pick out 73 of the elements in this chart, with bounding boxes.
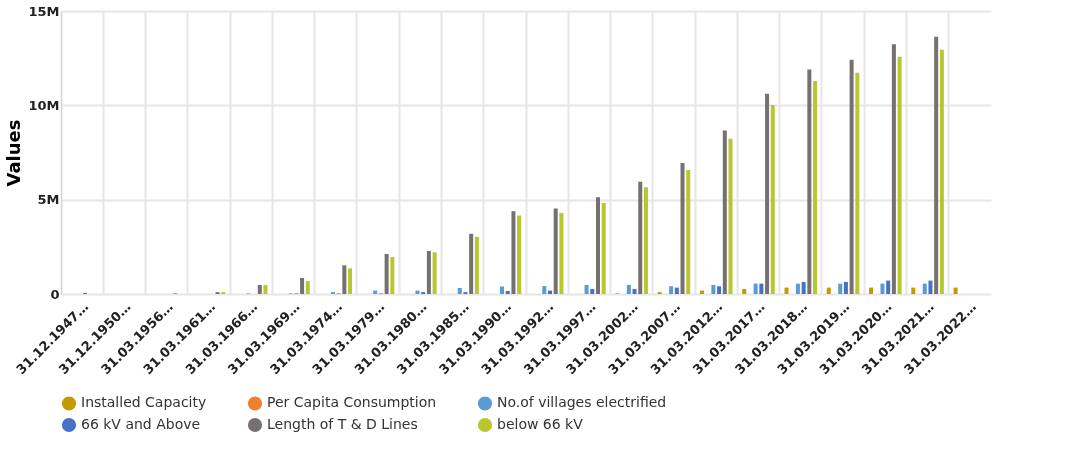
bar [939, 49, 944, 294]
y-tick-label: 15M [28, 3, 60, 19]
bar [922, 283, 927, 294]
bar [305, 280, 310, 294]
bar [457, 287, 462, 294]
bar [869, 287, 874, 294]
bar [717, 286, 722, 294]
legend-label: Per Capita Consumption [267, 394, 437, 411]
bar [911, 287, 916, 294]
legend-label: No.of villages electrified [497, 394, 667, 411]
bar [928, 280, 933, 294]
legend-label: Length of T & D Lines [267, 416, 418, 432]
bar [390, 257, 395, 294]
y-tick-label: 5M [37, 192, 60, 208]
bar [897, 56, 902, 294]
bar [263, 284, 268, 294]
bar [632, 288, 637, 294]
bar [742, 288, 747, 294]
y-tick-label: 10M [28, 97, 60, 113]
bar [469, 233, 474, 294]
bar [801, 281, 806, 294]
bar [542, 286, 547, 294]
bar [765, 93, 770, 294]
bar [722, 130, 727, 294]
bar [511, 211, 516, 294]
bar [517, 215, 522, 294]
y-tick-label: 0 [50, 286, 60, 302]
bar [843, 281, 848, 294]
bar [348, 268, 353, 294]
bar [432, 252, 437, 294]
bar [813, 81, 818, 294]
bar [934, 36, 939, 294]
bar [886, 280, 891, 294]
legend-label: Installed Capacity [81, 394, 207, 411]
bar [669, 286, 674, 294]
bar [584, 284, 589, 294]
bar [838, 283, 843, 294]
bar [807, 69, 812, 294]
bar [728, 138, 733, 294]
bar [849, 59, 854, 294]
bar [674, 287, 679, 294]
bar [505, 290, 510, 294]
bar [855, 72, 860, 294]
bar [638, 181, 643, 294]
bar [953, 287, 958, 294]
bar [384, 254, 389, 294]
bar [626, 284, 631, 294]
bar [826, 287, 831, 294]
bar [601, 202, 606, 294]
bar [770, 104, 775, 294]
bar [891, 44, 896, 294]
bar [500, 286, 505, 294]
bar [686, 170, 691, 294]
bar [257, 284, 262, 294]
bar [559, 212, 564, 294]
bar [711, 284, 716, 294]
bar [753, 283, 758, 294]
bar [474, 236, 479, 294]
bar [553, 208, 558, 294]
bar [795, 283, 800, 294]
legend-label: below 66 kV [497, 416, 584, 432]
bar [680, 163, 685, 294]
bar [643, 187, 648, 294]
y-axis-title: Values [3, 119, 25, 187]
bar [300, 277, 305, 294]
bar [426, 250, 431, 294]
bar [759, 283, 764, 294]
bar [590, 288, 595, 294]
bar [595, 197, 600, 294]
bar [784, 287, 789, 294]
bar [342, 265, 347, 294]
bar [880, 283, 885, 294]
legend-label: 66 kV and Above [81, 416, 201, 432]
